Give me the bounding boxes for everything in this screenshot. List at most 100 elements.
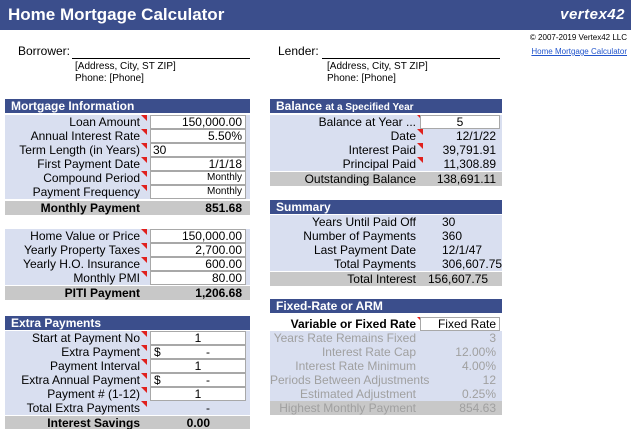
total-value: 156,607.75 [428,272,489,286]
phone: Phone: [Phone] [75,73,144,84]
row-value: 11,308.89 [443,157,497,171]
total-label: Total Interest [347,272,416,286]
row-value: 5 [456,115,464,129]
row-value: 3 [489,331,496,345]
row-value: Fixed Rate [437,317,496,331]
row-bg [270,345,502,359]
section-title: Fixed-Rate or ARM [276,299,383,313]
input-box [150,229,246,243]
address: [Address, City, ST ZIP] [75,61,176,72]
row-value: - [206,401,210,415]
row-label: Payment # (1-12) [47,387,140,401]
input-box [150,359,246,373]
row-label: Extra Payment [61,345,140,359]
row-value: 1 [194,359,202,373]
comment-marker [141,271,147,277]
row-label: Years Until Paid Off [311,215,416,229]
row-label: Date [390,129,416,143]
section-subtitle: at a Specified Year [325,102,414,113]
comment-marker [141,373,147,379]
comment-marker [141,229,147,235]
input-box [420,317,500,331]
row-label: Start at Payment No [31,331,140,345]
comment-marker [141,345,147,351]
signature-line [72,58,250,59]
total-value: 851.68 [205,201,242,215]
row-value: 854.63 [459,401,496,415]
row-bg [270,215,502,229]
copyright: © 2007-2019 Vertex42 LLC [529,33,627,42]
phone: Phone: [Phone] [327,73,396,84]
row-label: Yearly Property Taxes [23,243,140,257]
input-box [150,331,246,345]
comment-marker [141,171,147,177]
total-label: Outstanding Balance [304,172,416,186]
row-label: Balance at Year ... [318,115,416,129]
row-bg [270,359,502,373]
section-title: Balance [276,99,323,113]
logo: vertex42 [560,6,625,23]
input-box [420,115,500,129]
row-label: Variable or Fixed Rate [290,317,416,331]
comment-marker [141,243,147,249]
row-value: 80.00 [211,271,242,285]
title-bar [0,0,631,30]
row-value: 12 [482,373,496,387]
input-box [150,345,246,359]
row-label: Total Extra Payments [26,401,140,415]
row-value: 150,000.00 [181,229,242,243]
row-label: Monthly PMI [73,271,140,285]
row-value: 306,607.75 [442,257,503,271]
total-bg [5,286,250,300]
row-value: 150,000.00 [181,115,242,129]
row-label: Interest Paid [348,143,416,157]
row-value: 30 [442,215,456,229]
total-value: 1,206.68 [195,286,242,300]
signature-line [322,58,500,59]
row-label: Years Rate Remains Fixed [273,331,416,345]
input-box [150,185,246,199]
row-label: Highest Monthly Payment [279,401,416,415]
row-value: 12.00% [455,345,496,359]
comment-marker [417,143,423,149]
section-title: Summary [276,200,331,214]
section-title: Extra Payments [11,316,102,330]
total-bg [270,172,502,186]
row-label: Payment Frequency [32,185,140,199]
row-value: 360 [442,229,463,243]
section-header: Mortgage Information [5,99,250,113]
row-label: Number of Payments [303,229,416,243]
total-value: 138,691.11 [436,172,496,186]
address: [Address, City, ST ZIP] [327,61,428,72]
input-box [150,157,246,171]
row-bg [270,401,502,415]
input-box [150,129,246,143]
row-label: Compound Period [43,171,140,185]
row-bg [270,229,502,243]
comment-marker [141,359,147,365]
input-box [150,243,246,257]
total-label: Monthly Payment [40,201,140,215]
input-box [150,387,246,401]
comment-marker [417,129,423,135]
total-bg [270,272,502,286]
row-label: Annual Interest Rate [30,129,140,143]
row-bg [270,157,502,171]
section-title: Mortgage Information [11,99,135,113]
link[interactable]: Home Mortgage Calculator [531,47,627,56]
currency-symbol: $ [154,373,161,387]
section-header: Extra Payments [5,316,250,330]
row-value: 12/1/22 [455,129,496,143]
row-value: - [206,373,210,387]
row-label: Home Value or Price [30,229,140,243]
party-label: Lender: [278,44,319,58]
row-value: 0.25% [461,387,496,401]
row-bg [270,257,502,271]
input-box [150,271,246,285]
row-label: Yearly H.O. Insurance [23,257,140,271]
row-value: 600.00 [205,257,242,271]
row-value: 39,791.91 [442,143,496,157]
comment-marker [141,185,147,191]
row-label: Extra Annual Payment [21,373,140,387]
